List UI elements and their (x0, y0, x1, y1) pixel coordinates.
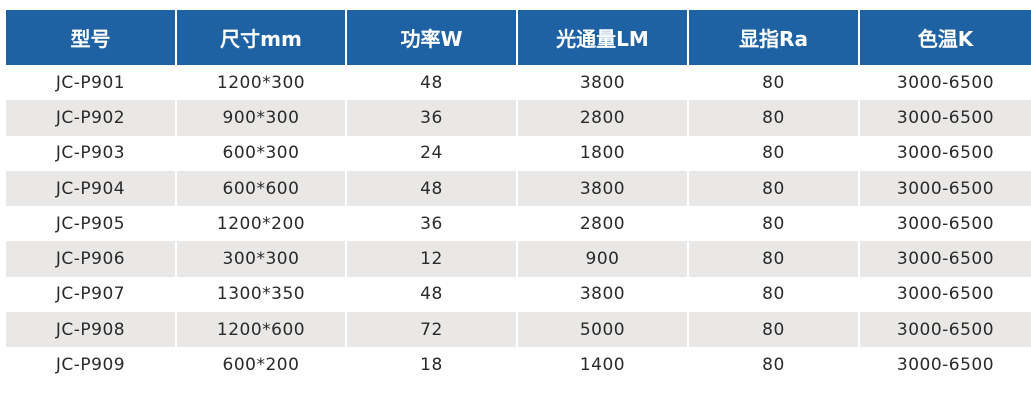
cell-model: JC-P905 (6, 206, 177, 242)
table-row: JC-P908 1200*600 72 5000 80 3000-6500 (6, 312, 1031, 348)
cell-power: 72 (346, 312, 518, 348)
spec-table: 型号 尺寸mm 功率W 光通量LM 显指Ra 色温K JC-P901 1200*… (6, 10, 1031, 383)
cell-size: 600*600 (176, 170, 347, 207)
cell-luminous-flux: 2800 (517, 206, 689, 242)
cell-luminous-flux: 2800 (517, 100, 689, 136)
cell-model: JC-P908 (6, 312, 177, 348)
cell-power: 18 (346, 347, 518, 383)
cell-size: 600*300 (176, 135, 347, 171)
cell-size: 1200*200 (176, 206, 347, 242)
cell-power: 36 (346, 100, 518, 136)
table-row: JC-P903 600*300 24 1800 80 3000-6500 (6, 135, 1031, 171)
cell-color-temp: 3000-6500 (859, 241, 1031, 277)
cell-color-temp: 3000-6500 (859, 170, 1031, 207)
table-header: 型号 尺寸mm 功率W 光通量LM 显指Ra 色温K (6, 10, 1031, 65)
cell-cri: 80 (688, 276, 860, 313)
cell-luminous-flux: 1400 (517, 347, 689, 383)
table-row: JC-P906 300*300 12 900 80 3000-6500 (6, 241, 1031, 277)
cell-color-temp: 3000-6500 (859, 135, 1031, 171)
cell-cri: 80 (688, 170, 860, 207)
cell-model: JC-P901 (6, 65, 177, 101)
cell-size: 300*300 (176, 241, 347, 277)
cell-model: JC-P903 (6, 135, 177, 171)
cell-power: 36 (346, 206, 518, 242)
cell-luminous-flux: 900 (517, 241, 689, 277)
cell-color-temp: 3000-6500 (859, 100, 1031, 136)
header-color-temp: 色温K (859, 10, 1031, 65)
cell-color-temp: 3000-6500 (859, 206, 1031, 242)
cell-luminous-flux: 5000 (517, 312, 689, 348)
cell-model: JC-P907 (6, 276, 177, 313)
cell-power: 48 (346, 65, 518, 101)
table-row: JC-P909 600*200 18 1400 80 3000-6500 (6, 347, 1031, 383)
cell-size: 1300*350 (176, 276, 347, 313)
cell-power: 24 (346, 135, 518, 171)
cell-cri: 80 (688, 100, 860, 136)
table-row: JC-P907 1300*350 48 3800 80 3000-6500 (6, 276, 1031, 313)
cell-cri: 80 (688, 135, 860, 171)
table-row: JC-P901 1200*300 48 3800 80 3000-6500 (6, 65, 1031, 101)
cell-power: 48 (346, 170, 518, 207)
cell-color-temp: 3000-6500 (859, 312, 1031, 348)
cell-size: 600*200 (176, 347, 347, 383)
cell-size: 1200*600 (176, 312, 347, 348)
cell-luminous-flux: 1800 (517, 135, 689, 171)
cell-cri: 80 (688, 241, 860, 277)
cell-size: 900*300 (176, 100, 347, 136)
cell-cri: 80 (688, 65, 860, 101)
header-size: 尺寸mm (176, 10, 347, 65)
cell-luminous-flux: 3800 (517, 170, 689, 207)
cell-cri: 80 (688, 347, 860, 383)
cell-model: JC-P906 (6, 241, 177, 277)
table-row: JC-P902 900*300 36 2800 80 3000-6500 (6, 100, 1031, 136)
cell-color-temp: 3000-6500 (859, 347, 1031, 383)
cell-color-temp: 3000-6500 (859, 276, 1031, 313)
cell-cri: 80 (688, 312, 860, 348)
cell-color-temp: 3000-6500 (859, 65, 1031, 101)
header-cri: 显指Ra (688, 10, 860, 65)
cell-power: 48 (346, 276, 518, 313)
cell-size: 1200*300 (176, 65, 347, 101)
cell-luminous-flux: 3800 (517, 65, 689, 101)
header-power: 功率W (346, 10, 518, 65)
cell-cri: 80 (688, 206, 860, 242)
table-row: JC-P905 1200*200 36 2800 80 3000-6500 (6, 206, 1031, 242)
header-luminous-flux: 光通量LM (517, 10, 689, 65)
table-row: JC-P904 600*600 48 3800 80 3000-6500 (6, 170, 1031, 207)
cell-model: JC-P909 (6, 347, 177, 383)
cell-power: 12 (346, 241, 518, 277)
cell-model: JC-P904 (6, 170, 177, 207)
cell-luminous-flux: 3800 (517, 276, 689, 313)
header-row: 型号 尺寸mm 功率W 光通量LM 显指Ra 色温K (6, 10, 1031, 65)
table-body: JC-P901 1200*300 48 3800 80 3000-6500 JC… (6, 65, 1031, 383)
cell-model: JC-P902 (6, 100, 177, 136)
header-model: 型号 (6, 10, 177, 65)
